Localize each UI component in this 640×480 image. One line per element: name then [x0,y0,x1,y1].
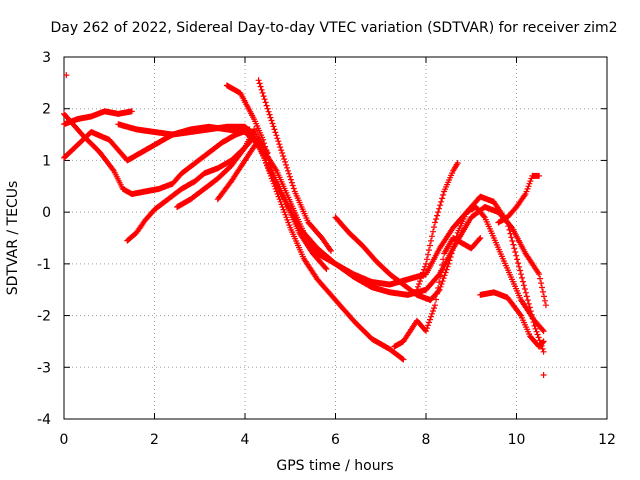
data-points [61,72,549,378]
data-marker-path [540,372,547,378]
data-marker-path [495,172,543,226]
series-track-10 [214,136,271,203]
x-tick-label: 2 [150,432,159,448]
y-axis-label: SDTVAR / TECUs [5,181,21,296]
x-tick-label: 8 [422,432,431,448]
series-track-9 [255,77,334,254]
data-marker-path [223,82,330,272]
series-track-6 [115,121,258,138]
data-marker-path [255,77,334,254]
series-track-8 [223,82,330,272]
series-track-13 [413,160,461,293]
series-track-15 [495,172,543,226]
x-tick-label: 10 [508,432,526,448]
chart-title: Day 262 of 2022, Sidereal Day-to-day VTE… [51,20,618,36]
y-tick-label: 1 [42,153,51,169]
data-marker-path [391,235,484,350]
series-track-7 [174,134,258,210]
data-marker-path [63,72,70,79]
data-marker-path [214,136,271,203]
x-tick-label: 4 [241,432,250,448]
series-track-14 [477,289,547,350]
series-track-12 [391,235,484,350]
series-track-3 [63,72,70,79]
x-tick-label: 12 [598,432,616,448]
y-tick-label: -2 [37,309,51,325]
data-marker-path [332,204,547,335]
x-axis-label: GPS time / hours [276,458,393,474]
y-tick-label: 3 [42,50,51,66]
data-marker-path [174,134,258,210]
y-tick-label: -3 [37,360,51,376]
x-tick-label: 0 [60,432,69,448]
series-track-16 [540,372,547,378]
data-marker-path [477,289,547,350]
data-marker-path [413,160,461,293]
y-tick-label: 2 [42,102,51,118]
series-track-11 [332,204,547,335]
x-tick-label: 6 [331,432,340,448]
y-tick-label: 0 [42,205,51,221]
y-tick-label: -4 [37,412,51,428]
grid-lines [64,57,607,419]
y-tick-label: -1 [37,257,51,273]
data-marker-path [115,121,258,138]
